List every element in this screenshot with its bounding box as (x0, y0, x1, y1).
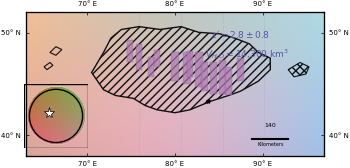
Bar (195, 52, 203, 87)
Bar (136, 44, 142, 70)
Bar (127, 39, 133, 62)
Bar (237, 58, 244, 81)
Text: $\varepsilon^{\prime} = 2.8 \pm 0.8$: $\varepsilon^{\prime} = 2.8 \pm 0.8$ (211, 29, 270, 40)
Bar (225, 67, 232, 95)
Bar (210, 62, 217, 94)
Bar (183, 52, 191, 84)
Bar (148, 57, 154, 77)
Text: 140: 140 (264, 123, 276, 129)
Text: $V_{H_2O} = 14{,}300 \text{ km}^3$: $V_{H_2O} = 14{,}300 \text{ km}^3$ (205, 47, 289, 62)
Text: Kilometers: Kilometers (257, 142, 284, 147)
Bar (171, 52, 179, 81)
Bar (201, 62, 209, 91)
Bar (187, 51, 193, 77)
Bar (154, 50, 160, 67)
Bar (219, 60, 226, 94)
